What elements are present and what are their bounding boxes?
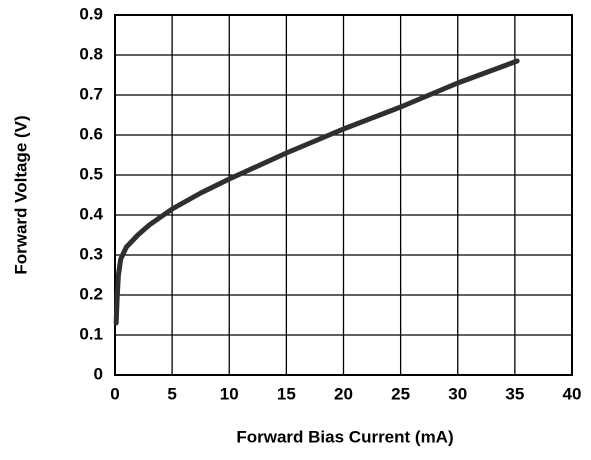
x-tick-label: 20 <box>334 384 353 403</box>
x-tick-label: 30 <box>448 384 467 403</box>
plot-frame <box>114 14 573 376</box>
y-tick-label: 0.1 <box>79 324 103 343</box>
x-tick-label: 0 <box>110 384 119 403</box>
x-tick-label: 10 <box>220 384 239 403</box>
x-tick-label: 25 <box>391 384 410 403</box>
y-tick-label: 0.3 <box>79 244 103 263</box>
x-tick-label: 5 <box>167 384 176 403</box>
y-tick-label: 0.5 <box>79 164 103 183</box>
y-tick-label: 0 <box>94 364 103 383</box>
y-tick-label: 0.7 <box>79 84 103 103</box>
x-axis-label: Forward Bias Current (mA) <box>236 427 453 446</box>
x-tick-label: 35 <box>505 384 524 403</box>
y-tick-label: 0.4 <box>79 204 103 223</box>
y-axis-label: Forward Voltage (V) <box>11 115 30 274</box>
y-tick-label: 0.8 <box>79 44 103 63</box>
y-tick-label: 0.9 <box>79 4 103 23</box>
x-tick-label: 15 <box>277 384 296 403</box>
y-tick-label: 0.2 <box>79 284 103 303</box>
data-line <box>113 58 520 326</box>
x-tick-label: 40 <box>563 384 582 403</box>
y-tick-label: 0.6 <box>79 124 103 143</box>
